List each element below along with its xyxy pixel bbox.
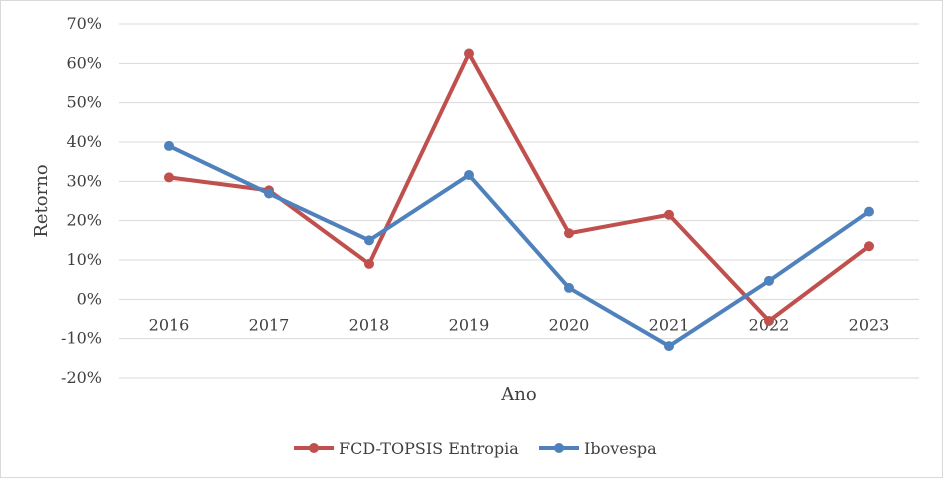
y-tick-label: 0% bbox=[77, 289, 102, 308]
x-tick-label: 2017 bbox=[249, 315, 290, 334]
data-point bbox=[464, 170, 474, 181]
y-tick-label: -20% bbox=[61, 368, 102, 387]
data-point bbox=[164, 140, 174, 151]
legend-item: Ibovespa bbox=[539, 439, 657, 458]
legend-label: FCD-TOPSIS Entropia bbox=[339, 439, 519, 458]
data-point bbox=[864, 206, 874, 217]
series-line bbox=[167, 143, 871, 349]
legend-item: FCD-TOPSIS Entropia bbox=[294, 439, 519, 458]
y-tick-label: 10% bbox=[66, 250, 102, 269]
data-point bbox=[664, 341, 674, 352]
y-tick-label: 20% bbox=[66, 211, 102, 230]
legend-swatch-marker bbox=[554, 443, 564, 453]
y-axis-title: Retorno bbox=[31, 164, 52, 237]
legend: FCD-TOPSIS Entropia Ibovespa bbox=[294, 439, 657, 458]
y-tick-label: 30% bbox=[66, 171, 102, 190]
x-tick-label: 2021 bbox=[649, 315, 690, 334]
x-tick-label: 2019 bbox=[449, 315, 490, 334]
data-point bbox=[464, 48, 474, 59]
data-point bbox=[364, 258, 374, 269]
y-tick-label: 70% bbox=[66, 14, 102, 33]
y-tick-label: -10% bbox=[61, 329, 102, 348]
y-tick-label: 60% bbox=[66, 53, 102, 72]
series-2 bbox=[164, 140, 874, 352]
x-tick-label: 2020 bbox=[549, 315, 590, 334]
legend-label: Ibovespa bbox=[584, 439, 657, 458]
x-axis-title: Ano bbox=[500, 384, 536, 405]
x-tick-label: 2016 bbox=[149, 315, 190, 334]
data-point bbox=[264, 188, 274, 199]
y-tick-label: 40% bbox=[66, 132, 102, 151]
legend-swatch-marker bbox=[309, 443, 319, 453]
data-point bbox=[364, 235, 374, 246]
data-point bbox=[564, 282, 574, 293]
x-tick-label: 2023 bbox=[849, 315, 890, 334]
data-point bbox=[864, 241, 874, 252]
data-point bbox=[164, 172, 174, 183]
data-point bbox=[764, 275, 774, 286]
x-tick-label: 2018 bbox=[349, 315, 390, 334]
data-point bbox=[564, 228, 574, 239]
y-tick-label: 50% bbox=[66, 93, 102, 112]
data-point bbox=[764, 315, 774, 326]
data-point bbox=[664, 209, 674, 220]
